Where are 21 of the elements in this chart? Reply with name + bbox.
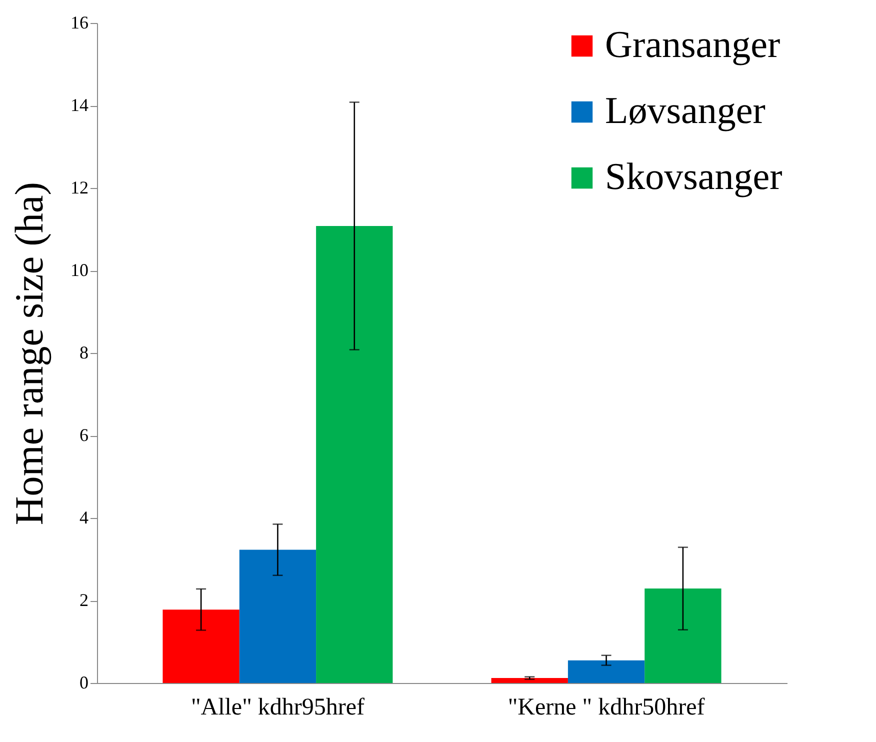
legend-label: Gransanger (605, 24, 780, 66)
bar (568, 660, 645, 683)
y-tick-label: 12 (70, 178, 88, 198)
y-axis-title: Home range size (ha) (6, 182, 52, 526)
bar (316, 226, 393, 683)
x-tick-label: "Alle" kdhr95href (190, 694, 364, 720)
x-tick-label: "Kerne " kdhr50href (508, 694, 705, 720)
y-tick-label: 0 (80, 672, 88, 692)
legend-label: Skovsanger (605, 156, 783, 198)
bar (644, 588, 722, 683)
bar (239, 550, 316, 683)
y-tick-label: 10 (70, 260, 88, 280)
bar (162, 610, 240, 683)
y-tick-label: 8 (80, 342, 88, 362)
y-tick-label: 6 (80, 425, 88, 445)
legend-label: Løvsanger (605, 90, 766, 132)
y-tick-label: 4 (80, 508, 88, 528)
y-tick-label: 2 (80, 590, 88, 610)
bar (491, 678, 568, 683)
y-tick-label: 14 (70, 95, 88, 115)
y-tick-label: 16 (70, 12, 88, 32)
